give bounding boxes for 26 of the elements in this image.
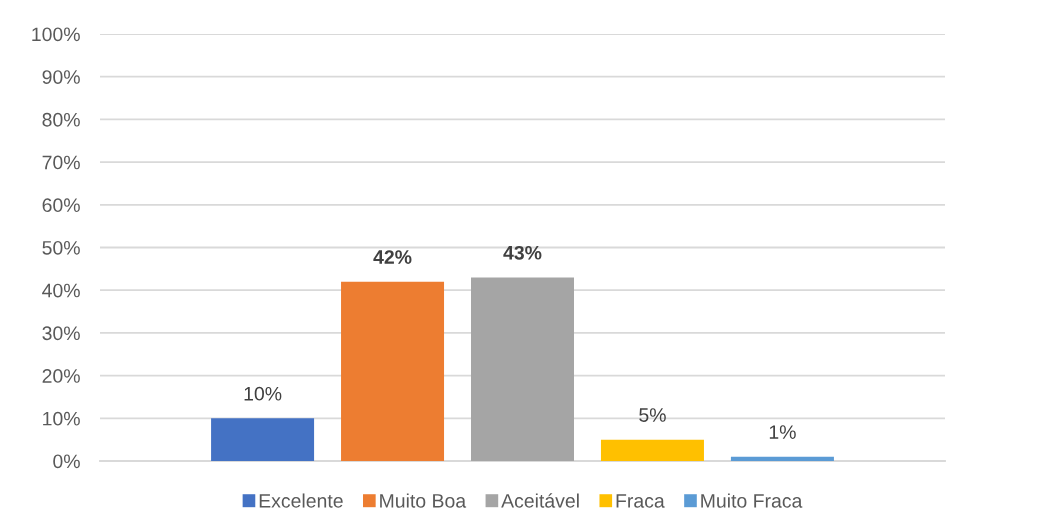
bar — [341, 281, 445, 461]
y-tick-label: 0% — [53, 454, 80, 469]
data-label: 43% — [503, 245, 542, 260]
bar — [730, 456, 834, 461]
data-label: 5% — [639, 408, 666, 422]
bar — [211, 418, 315, 461]
legend-label: Fraca — [616, 494, 665, 508]
y-tick-label: 40% — [42, 283, 80, 298]
data-label: 1% — [769, 425, 796, 439]
data-label: 42% — [373, 250, 412, 264]
y-tick-label: 80% — [42, 112, 80, 127]
bar — [471, 277, 574, 461]
legend-label: Excelente — [259, 493, 343, 508]
y-tick-label: 10% — [43, 411, 80, 426]
legend-label: Muito Fraca — [701, 493, 803, 508]
bar — [600, 439, 704, 461]
data-label: 10% — [244, 386, 282, 401]
y-tick-label: 60% — [42, 198, 80, 213]
y-tick-label: 50% — [42, 240, 80, 255]
legend-label: Aceitável — [501, 493, 579, 508]
y-tick-label: 30% — [42, 326, 80, 341]
y-tick-label: 100% — [32, 27, 80, 42]
y-tick-label: 20% — [42, 369, 80, 383]
legend-label: Muito Boa — [380, 493, 467, 508]
y-tick-label: 90% — [42, 70, 80, 84]
y-tick-label: 70% — [42, 155, 80, 170]
